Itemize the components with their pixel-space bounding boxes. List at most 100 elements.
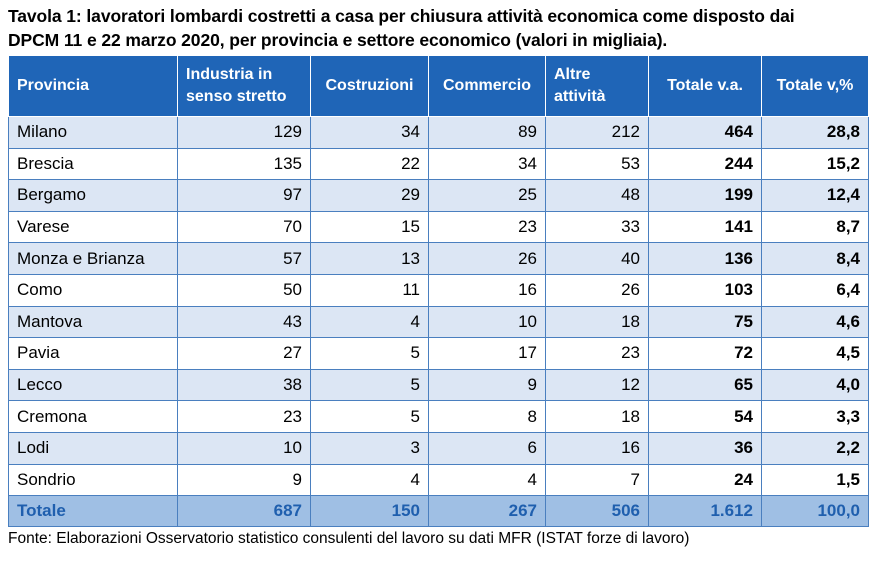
cell-totale-vp: 2,2	[761, 431, 869, 465]
cell-industria: 57	[177, 242, 311, 275]
table-row: Monza e Brianza 57 13 26 40 136 8,4	[8, 242, 869, 275]
cell-provincia: Milano	[8, 116, 178, 149]
cell-industria: 129	[177, 116, 311, 149]
header-altre-line1: Altre	[554, 66, 591, 83]
header-altre: Altre attività	[545, 55, 649, 117]
total-totale-vp: 100,0	[761, 495, 869, 528]
total-row: Totale 687 150 267 506 1.612 100,0	[8, 495, 869, 528]
cell-altre: 48	[545, 179, 649, 212]
header-altre-line2: attività	[554, 88, 606, 105]
cell-costruzioni: 13	[310, 242, 429, 275]
cell-totale-va: 36	[648, 431, 762, 465]
cell-commercio: 16	[428, 273, 546, 307]
cell-costruzioni: 11	[310, 273, 429, 307]
cell-altre: 18	[545, 400, 649, 433]
cell-commercio: 6	[428, 431, 546, 465]
cell-altre: 33	[545, 210, 649, 244]
cell-commercio: 10	[428, 305, 546, 339]
cell-totale-vp: 8,4	[761, 242, 869, 275]
cell-commercio: 17	[428, 337, 546, 370]
cell-altre: 12	[545, 368, 649, 402]
cell-altre: 212	[545, 116, 649, 149]
cell-industria: 70	[177, 210, 311, 244]
cell-totale-vp: 1,5	[761, 463, 869, 497]
header-row: Provincia Industria in senso stretto Cos…	[8, 55, 869, 117]
cell-commercio: 26	[428, 242, 546, 275]
cell-commercio: 89	[428, 116, 546, 149]
cell-costruzioni: 34	[310, 116, 429, 149]
cell-totale-va: 54	[648, 400, 762, 433]
cell-commercio: 4	[428, 463, 546, 497]
header-industria-line1: Industria in	[186, 66, 273, 83]
table-body: Milano 129 34 89 212 464 28,8 Brescia 135 22 34 53 2…	[8, 116, 869, 497]
cell-totale-va: 464	[648, 116, 762, 149]
cell-costruzioni: 15	[310, 210, 429, 244]
table-row: Lodi 10 3 6 16 36 2,2	[8, 431, 869, 465]
header-totale-vp: Totale v,%	[761, 55, 869, 117]
cell-industria: 23	[177, 400, 311, 433]
cell-provincia: Monza e Brianza	[8, 242, 178, 275]
total-commercio: 267	[428, 495, 546, 528]
cell-industria: 27	[177, 337, 311, 370]
cell-costruzioni: 29	[310, 179, 429, 212]
cell-costruzioni: 5	[310, 337, 429, 370]
cell-altre: 53	[545, 147, 649, 181]
cell-totale-va: 199	[648, 179, 762, 212]
cell-totale-vp: 4,6	[761, 305, 869, 339]
cell-costruzioni: 3	[310, 431, 429, 465]
table-row: Lecco 38 5 9 12 65 4,0	[8, 368, 869, 402]
cell-totale-va: 72	[648, 337, 762, 370]
cell-industria: 10	[177, 431, 311, 465]
cell-totale-vp: 3,3	[761, 400, 869, 433]
table-row: Varese 70 15 23 33 141 8,7	[8, 210, 869, 244]
cell-provincia: Cremona	[8, 400, 178, 433]
cell-industria: 9	[177, 463, 311, 497]
cell-industria: 97	[177, 179, 311, 212]
cell-provincia: Bergamo	[8, 179, 178, 212]
cell-provincia: Lecco	[8, 368, 178, 402]
total-label: Totale	[8, 495, 178, 528]
data-table: Provincia Industria in senso stretto Cos…	[8, 55, 869, 528]
cell-altre: 40	[545, 242, 649, 275]
header-totale-va: Totale v.a.	[648, 55, 762, 117]
cell-provincia: Mantova	[8, 305, 178, 339]
header-commercio: Commercio	[428, 55, 546, 117]
cell-provincia: Brescia	[8, 147, 178, 181]
cell-commercio: 23	[428, 210, 546, 244]
table-title: Tavola 1: lavoratori lombardi costretti …	[8, 4, 880, 52]
cell-totale-va: 136	[648, 242, 762, 275]
cell-totale-va: 244	[648, 147, 762, 181]
cell-provincia: Como	[8, 273, 178, 307]
cell-costruzioni: 4	[310, 463, 429, 497]
cell-totale-va: 103	[648, 273, 762, 307]
cell-totale-vp: 6,4	[761, 273, 869, 307]
cell-totale-vp: 15,2	[761, 147, 869, 181]
table-row: Brescia 135 22 34 53 244 15,2	[8, 147, 869, 181]
cell-costruzioni: 5	[310, 368, 429, 402]
cell-costruzioni: 22	[310, 147, 429, 181]
cell-industria: 38	[177, 368, 311, 402]
title-line-2: DPCM 11 e 22 marzo 2020, per provincia e…	[8, 30, 668, 50]
header-industria-line2: senso stretto	[186, 88, 287, 105]
cell-industria: 43	[177, 305, 311, 339]
total-totale-va: 1.612	[648, 495, 762, 528]
cell-commercio: 25	[428, 179, 546, 212]
cell-costruzioni: 5	[310, 400, 429, 433]
header-costruzioni: Costruzioni	[310, 55, 429, 117]
cell-provincia: Pavia	[8, 337, 178, 370]
table-row: Sondrio 9 4 4 7 24 1,5	[8, 463, 869, 497]
cell-altre: 16	[545, 431, 649, 465]
cell-totale-va: 65	[648, 368, 762, 402]
table-row: Mantova 43 4 10 18 75 4,6	[8, 305, 869, 339]
cell-totale-vp: 8,7	[761, 210, 869, 244]
table-footer: Totale 687 150 267 506 1.612 100,0	[8, 495, 869, 528]
cell-totale-vp: 28,8	[761, 116, 869, 149]
cell-altre: 7	[545, 463, 649, 497]
cell-provincia: Varese	[8, 210, 178, 244]
header-industria: Industria in senso stretto	[177, 55, 311, 117]
cell-commercio: 34	[428, 147, 546, 181]
cell-altre: 18	[545, 305, 649, 339]
cell-totale-vp: 12,4	[761, 179, 869, 212]
cell-commercio: 8	[428, 400, 546, 433]
